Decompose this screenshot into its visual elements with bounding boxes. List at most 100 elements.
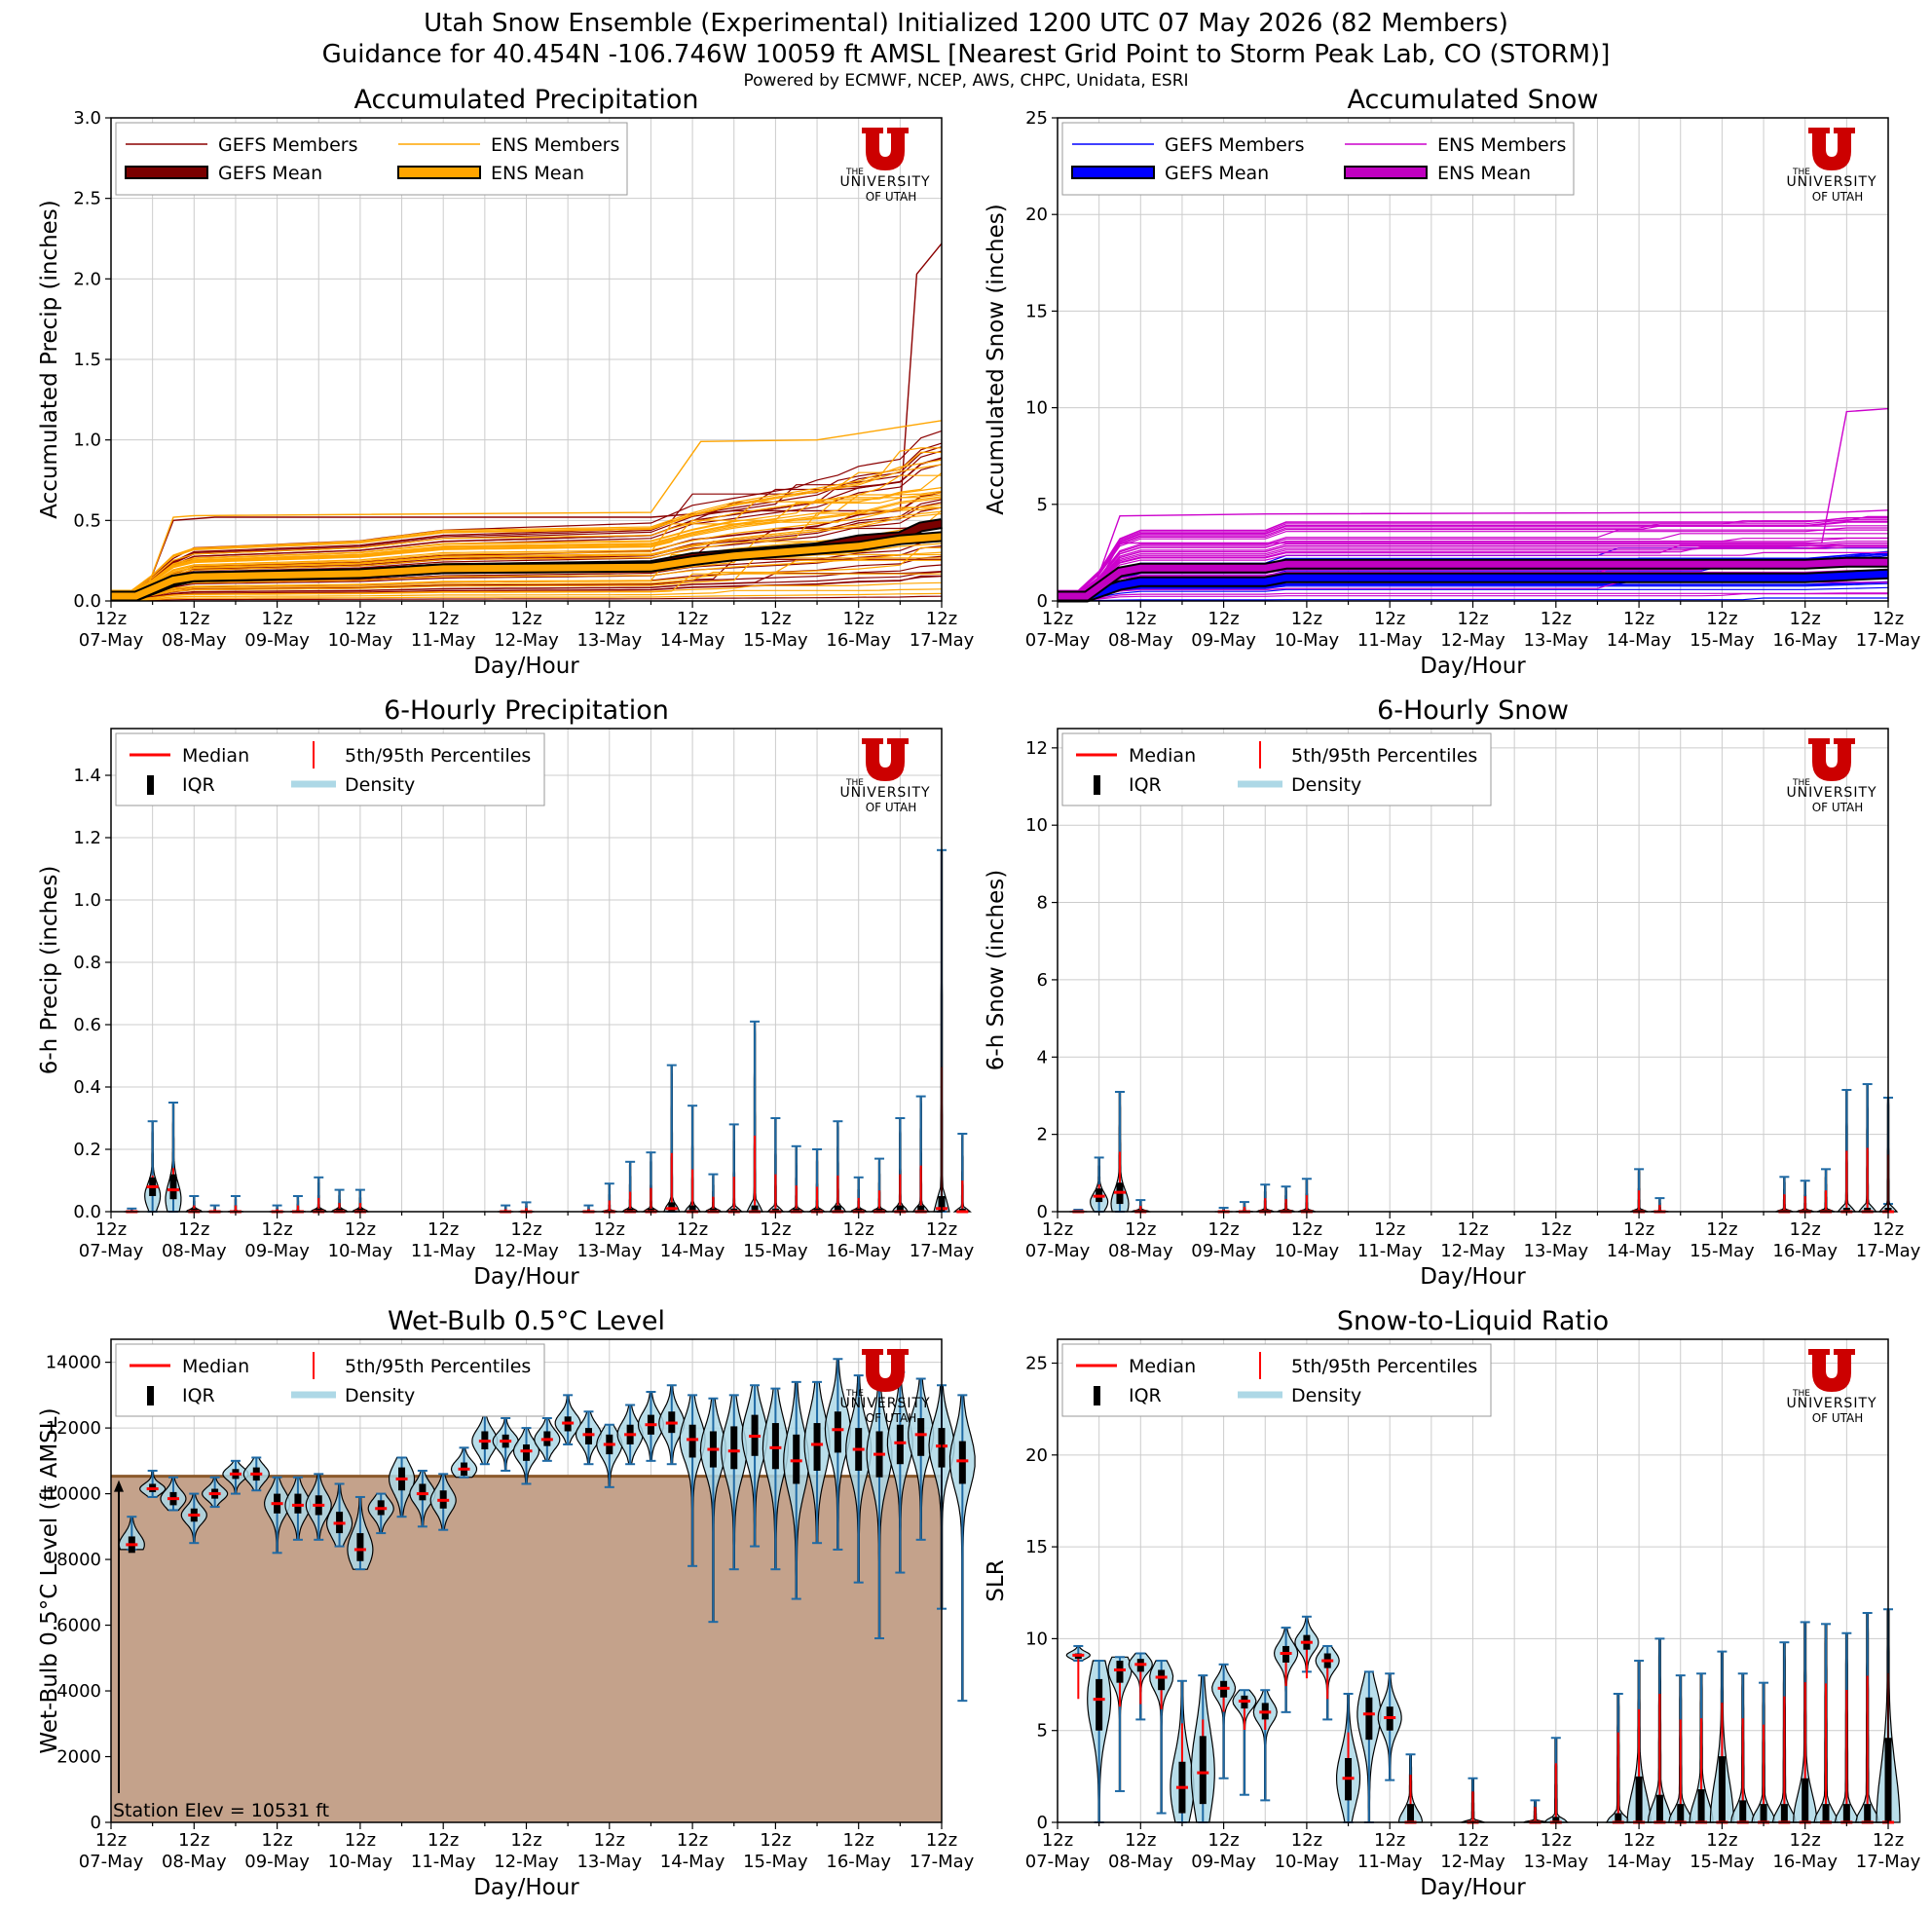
x-tick-label-hour: 12z	[1042, 1830, 1073, 1851]
x-tick-label-day: 13-May	[576, 630, 642, 651]
x-tick-label-hour: 12z	[1873, 609, 1904, 629]
y-axis-label: 6-h Snow (inches)	[984, 870, 1009, 1070]
y-axis-label: Accumulated Precip (inches)	[37, 200, 62, 519]
x-tick-label-hour: 12z	[427, 1830, 459, 1851]
x-tick-label-hour: 12z	[677, 1219, 708, 1240]
logo-text-of-utah: OF UTAH	[1812, 801, 1864, 814]
y-axis-label: Wet-Bulb 0.5°C Level (ft AMSL)	[37, 1407, 62, 1753]
violin	[1605, 1692, 1631, 1824]
x-tick-label-hour: 12z	[1374, 609, 1405, 629]
x-tick-label-hour: 12z	[178, 1830, 209, 1851]
figure-credits: Powered by ECMWF, NCEP, AWS, CHPC, Unida…	[743, 71, 1188, 91]
violin	[596, 1423, 623, 1488]
x-tick-label-day: 10-May	[328, 630, 393, 651]
x-tick-label-day: 10-May	[1275, 1852, 1340, 1872]
gefs-member-line	[111, 457, 943, 593]
x-tick-label-hour: 12z	[1125, 1830, 1156, 1851]
violin	[1107, 1656, 1133, 1792]
iqr-bar	[1822, 1804, 1830, 1822]
x-tick-label-day: 12-May	[494, 1241, 559, 1261]
legend-box	[1061, 122, 1575, 196]
logo-text-the: THE	[1792, 168, 1810, 177]
violin	[1252, 1689, 1278, 1802]
y-axis-label: Accumulated Snow (inches)	[984, 204, 1009, 514]
legend-label: GEFS Members	[1165, 134, 1304, 156]
y-tick-label: 14000	[46, 1353, 101, 1373]
legend-swatch-iqr	[147, 775, 154, 795]
x-tick-label-hour: 12z	[1541, 1830, 1572, 1851]
x-tick-label-hour: 12z	[926, 609, 957, 629]
ens-member-line	[1058, 543, 1888, 595]
legend: GEFS Members ENS Members GEFS Mean ENS Mean	[115, 122, 628, 196]
logo-serif-left	[1808, 128, 1830, 133]
x-tick-label-day: 15-May	[743, 1852, 808, 1872]
violin	[1689, 1672, 1714, 1824]
ens-member-line	[1058, 592, 1888, 601]
iqr-bar	[1096, 1678, 1103, 1731]
violin	[1190, 1674, 1215, 1823]
x-tick-label-day: 13-May	[1523, 630, 1588, 651]
x-tick-label-day: 16-May	[1772, 1852, 1838, 1872]
ens-member-line	[1058, 545, 1888, 595]
x-tick-label-hour: 12z	[594, 1219, 625, 1240]
x-axis-label: Day/Hour	[473, 654, 579, 679]
x-tick-label-day: 16-May	[1772, 630, 1838, 651]
violin	[637, 1390, 665, 1462]
iqr-bar	[855, 1208, 863, 1212]
gefs-member-line	[1058, 597, 1888, 602]
x-tick-label-hour: 12z	[594, 1830, 625, 1851]
logo-text-of-utah: OF UTAH	[866, 190, 917, 204]
violins	[1065, 1608, 1901, 1824]
x-tick-label-day: 08-May	[162, 1241, 227, 1261]
ens-member-line	[111, 559, 942, 599]
violin	[908, 1377, 935, 1541]
y-tick-label: 0	[1037, 591, 1048, 612]
violin	[222, 1459, 249, 1495]
iqr-bar	[771, 1208, 779, 1212]
violin	[1128, 1652, 1153, 1721]
y-tick-label: 1.2	[73, 828, 101, 848]
y-tick-label: 0.5	[73, 510, 101, 531]
ens-member-line	[1058, 527, 1888, 593]
iqr-bar	[1760, 1804, 1767, 1822]
iqr-bar	[1677, 1804, 1685, 1822]
logo-serif-right	[1834, 1349, 1855, 1355]
y-tick-label: 4000	[56, 1681, 101, 1702]
x-tick-label-hour: 12z	[1623, 1219, 1654, 1240]
logo-serif-right	[1834, 128, 1855, 133]
iqr-bar	[834, 1205, 841, 1212]
violin	[1315, 1644, 1340, 1721]
y-tick-label: 0.0	[73, 591, 101, 612]
chart-title: Accumulated Precipitation	[354, 85, 699, 115]
legend-label-iqr: IQR	[182, 774, 215, 796]
iqr-bar	[958, 1208, 966, 1212]
legend-label: GEFS Mean	[218, 163, 322, 184]
x-tick-label-day: 10-May	[328, 1852, 393, 1872]
y-axis-label: 6-h Precip (inches)	[37, 866, 62, 1075]
logo-text-of-utah: OF UTAH	[1812, 1411, 1864, 1425]
x-tick-label-hour: 12z	[1374, 1219, 1405, 1240]
y-tick-label: 0.4	[73, 1077, 101, 1098]
ens-member-line	[111, 551, 943, 598]
iqr-bar	[419, 1483, 427, 1501]
ens-member-line	[1058, 529, 1888, 593]
iqr-bar	[771, 1423, 779, 1470]
legend-label-iqr: IQR	[1129, 1385, 1162, 1406]
iqr-bar	[793, 1208, 800, 1212]
x-tick-label-day: 07-May	[79, 1852, 144, 1872]
iqr-bar	[1718, 1756, 1726, 1822]
y-tick-label: 8	[1037, 893, 1048, 914]
ens-member-line	[111, 504, 943, 595]
violin	[1065, 1644, 1091, 1700]
ens-member-line	[111, 592, 943, 601]
violin	[1356, 1670, 1382, 1823]
x-tick-label-day: 16-May	[1772, 1241, 1838, 1261]
ens-member-line	[1058, 517, 1888, 591]
x-tick-label-hour: 12z	[427, 609, 459, 629]
violin	[160, 1476, 187, 1512]
legend-label: GEFS Mean	[1165, 163, 1269, 184]
iqr-bar	[834, 1411, 841, 1453]
chart-title: Accumulated Snow	[1347, 85, 1598, 115]
